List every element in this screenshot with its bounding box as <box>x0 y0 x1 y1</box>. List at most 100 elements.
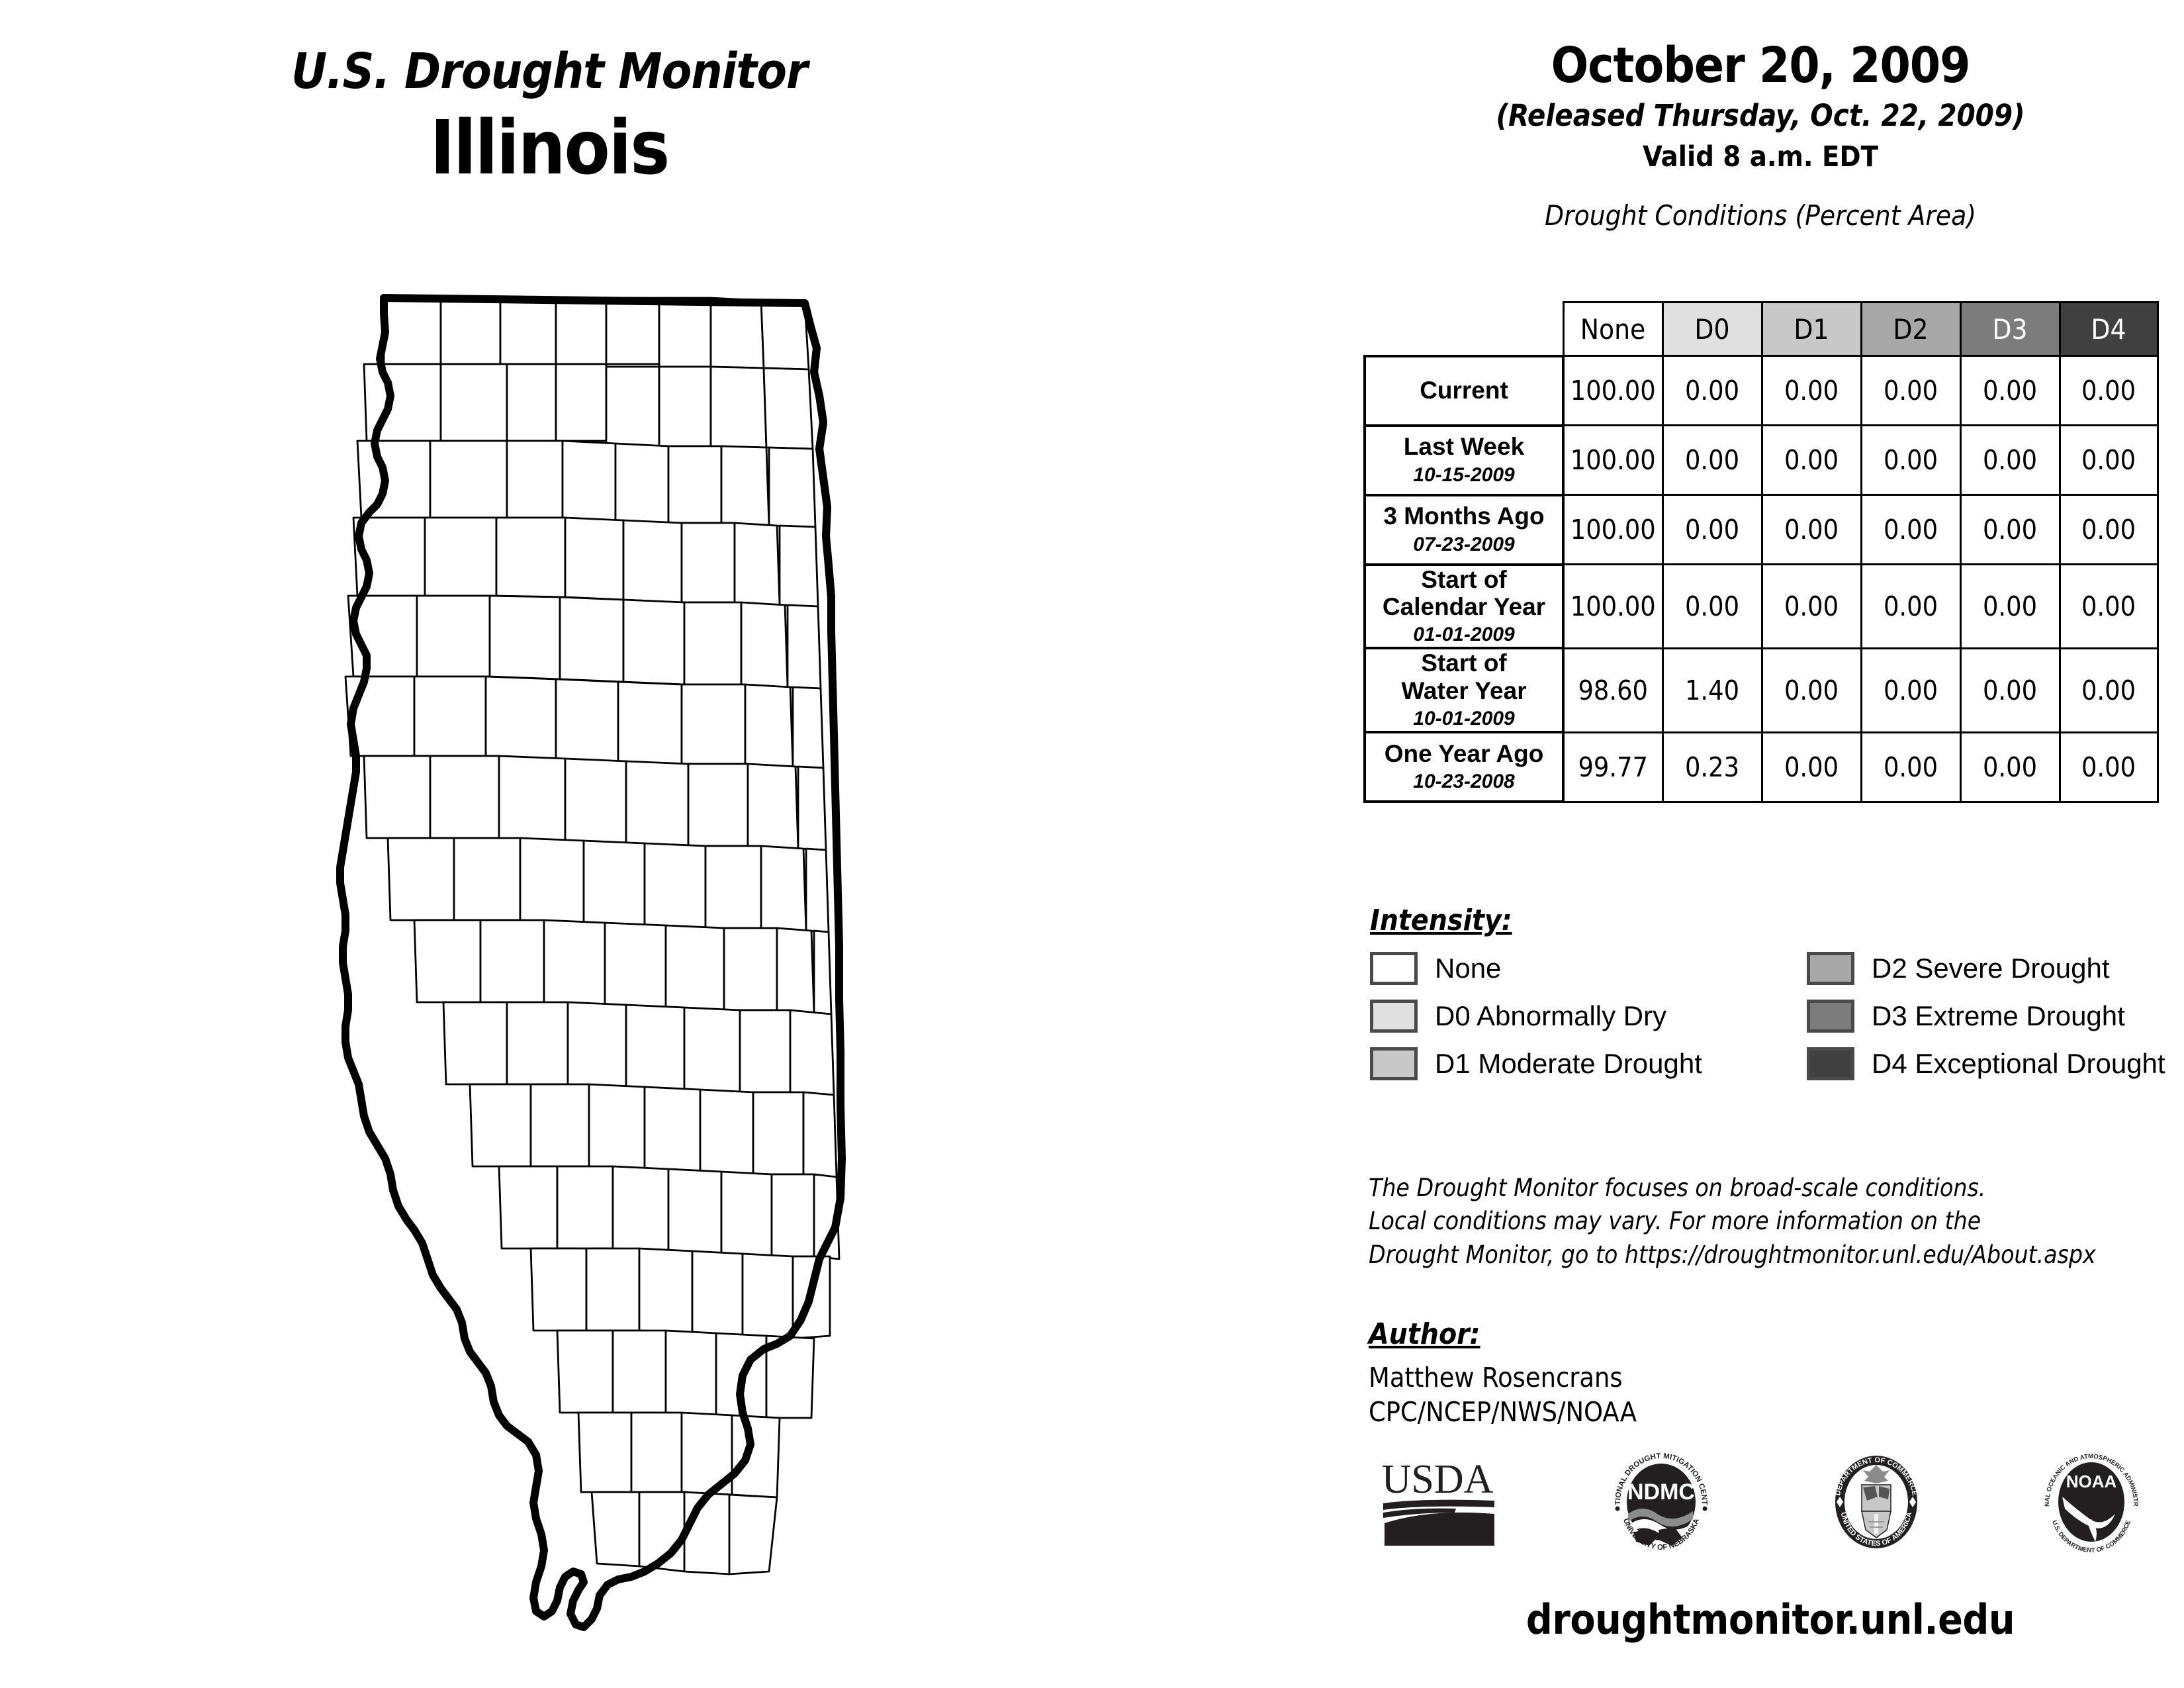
legend-item-d4: D4 Exceptional Drought <box>1807 1047 2165 1080</box>
legend-swatch-d1 <box>1370 1047 1418 1080</box>
cell-d3: 0.00 <box>1959 647 2061 733</box>
legend-item-d0: D0 Abnormally Dry <box>1370 1000 1807 1033</box>
column-header-none: None <box>1562 301 1664 357</box>
cell-d1: 0.00 <box>1760 563 1862 649</box>
cell-none: 100.00 <box>1562 563 1664 649</box>
table-header-row: None D0 D1 D2 D3 D4 <box>1365 301 2159 357</box>
legend-swatch-d2 <box>1807 952 1854 985</box>
row-label-start-of-water-year: Start of Water Year 10-01-2009 <box>1363 647 1565 734</box>
legend-item-none: None <box>1370 952 1807 985</box>
drought-conditions-table: None D0 D1 D2 D3 D4 Current 100.00 0.00 … <box>1363 301 2159 804</box>
cell-d2: 0.00 <box>1860 563 1962 649</box>
cell-none: 100.00 <box>1562 355 1664 426</box>
usda-logo-text: USDA <box>1382 1457 1494 1502</box>
row-label-date: 07-23-2009 <box>1413 533 1515 555</box>
cell-d1: 0.00 <box>1760 647 1862 733</box>
author-name: Matthew Rosencrans <box>1369 1362 1623 1393</box>
usda-logo-svg: USDA <box>1382 1457 1494 1546</box>
cell-d0: 0.00 <box>1661 494 1763 565</box>
title-block: U.S. Drought Monitor Illinois <box>0 46 1099 187</box>
noaa-logo: NOAA NATIONAL OCEANIC AND ATMOSPHERIC AD… <box>2036 1440 2144 1561</box>
legend-swatch-none <box>1370 952 1418 985</box>
legend-label-d2: D2 Severe Drought <box>1872 953 2110 984</box>
column-header-d2: D2 <box>1860 301 1962 357</box>
author-title: Author: <box>1369 1317 1480 1351</box>
intensity-legend: Intensity: None D2 Severe Drought D0 Abn… <box>1370 904 2165 1080</box>
county-boundaries <box>344 297 841 1575</box>
cell-d4: 0.00 <box>2058 355 2159 426</box>
map-svg <box>336 294 846 1631</box>
row-label-date: 10-15-2009 <box>1413 463 1515 486</box>
row-label-one-year-ago: One Year Ago 10-23-2008 <box>1363 731 1565 804</box>
legend-item-d1: D1 Moderate Drought <box>1370 1047 1807 1080</box>
cell-none: 98.60 <box>1562 647 1664 733</box>
legend-swatch-d0 <box>1370 1000 1418 1033</box>
row-label-text: Start of Water Year <box>1401 649 1527 704</box>
row-label-date: 10-23-2008 <box>1413 771 1515 793</box>
cell-d3: 0.00 <box>1959 563 2061 649</box>
table-row: Start of Water Year 10-01-2009 98.60 1.4… <box>1363 647 2159 734</box>
row-label-text: Start of Calendar Year <box>1382 565 1546 620</box>
legend-swatch-d4 <box>1807 1047 1854 1080</box>
cell-none: 100.00 <box>1562 424 1664 496</box>
cell-d2: 0.00 <box>1860 355 1962 426</box>
cell-d3: 0.00 <box>1959 494 2061 565</box>
noaa-logo-text: NOAA <box>2066 1472 2117 1491</box>
column-header-d4: D4 <box>2058 301 2159 357</box>
table-row: 3 Months Ago 07-23-2009 100.00 0.00 0.00… <box>1363 493 2159 566</box>
disclaimer-line-2: Local conditions may vary. For more info… <box>1369 1207 1981 1236</box>
cell-d2: 0.00 <box>1860 424 1962 496</box>
ndmc-logo: NDMC NATIONAL DROUGHT MITIGATION CENTER … <box>1606 1439 1714 1561</box>
cell-d4: 0.00 <box>2058 494 2159 565</box>
cell-d0: 0.00 <box>1661 563 1763 649</box>
cell-d4: 0.00 <box>2058 563 2159 649</box>
illinois-state-outline <box>336 294 846 1631</box>
legend-label-d3: D3 Extreme Drought <box>1872 1000 2125 1031</box>
column-header-d3: D3 <box>1959 301 2061 357</box>
cell-d2: 0.00 <box>1860 731 1962 803</box>
row-label-3-months-ago: 3 Months Ago 07-23-2009 <box>1363 493 1565 566</box>
row-label-date: 10-01-2009 <box>1413 708 1515 730</box>
row-label-last-week: Last Week 10-15-2009 <box>1363 424 1565 496</box>
cell-d0: 0.00 <box>1661 424 1763 496</box>
legend-label-d0: D0 Abnormally Dry <box>1435 1000 1667 1031</box>
cell-none: 99.77 <box>1562 731 1664 803</box>
header-corner-blank <box>1365 302 1563 356</box>
ndmc-logo-svg: NDMC NATIONAL DROUGHT MITIGATION CENTER … <box>1606 1439 1708 1552</box>
cell-d0: 1.40 <box>1661 647 1763 733</box>
table-caption: Drought Conditions (Percent Area) <box>1544 199 1977 232</box>
legend-label-none: None <box>1435 953 1502 984</box>
disclaimer-line-1: The Drought Monitor focuses on broad-sca… <box>1369 1174 1986 1202</box>
row-label-text: Current <box>1420 377 1508 404</box>
footer-url[interactable]: droughtmonitor.unl.edu <box>1525 1595 2015 1644</box>
legend-title: Intensity: <box>1370 904 1512 937</box>
row-label-text: One Year Ago <box>1384 740 1544 768</box>
doc-logo: DEPARTMENT OF COMMERCE UNITED STATES OF … <box>1823 1445 1929 1561</box>
state-title: Illinois <box>430 105 670 191</box>
report-date: October 20, 2009 <box>1551 37 1971 94</box>
table-row: Current 100.00 0.00 0.00 0.00 0.00 0.00 <box>1363 354 2159 427</box>
legend-item-d3: D3 Extreme Drought <box>1807 1000 2164 1033</box>
row-label-date: 01-01-2009 <box>1413 624 1515 646</box>
right-panel: October 20, 2009 (Released Thursday, Oct… <box>1363 40 2165 1644</box>
table-row: Start of Calendar Year 01-01-2009 100.00… <box>1363 563 2159 650</box>
cell-d1: 0.00 <box>1760 355 1862 426</box>
noaa-logo-svg: NOAA NATIONAL OCEANIC AND ATMOSPHERIC AD… <box>2036 1440 2139 1554</box>
usda-logo: USDA <box>1377 1452 1499 1554</box>
ndmc-logo-text: NDMC <box>1627 1479 1695 1505</box>
legend-item-d2: D2 Severe Drought <box>1807 952 2164 985</box>
date-block: October 20, 2009 (Released Thursday, Oct… <box>1363 40 2158 173</box>
cell-d4: 0.00 <box>2058 647 2159 733</box>
disclaimer-line-3: Drought Monitor, go to https://droughtmo… <box>1369 1240 2096 1269</box>
released-date: (Released Thursday, Oct. 22, 2009) <box>1496 98 2025 134</box>
legend-label-d4: D4 Exceptional Drought <box>1872 1048 2165 1079</box>
cell-d2: 0.00 <box>1860 494 1962 565</box>
table-row: One Year Ago 10-23-2008 99.77 0.23 0.00 … <box>1363 731 2159 804</box>
cell-d3: 0.00 <box>1959 731 2061 803</box>
cell-d3: 0.00 <box>1959 424 2061 496</box>
cell-d4: 0.00 <box>2058 731 2159 803</box>
row-label-text: 3 Months Ago <box>1383 502 1545 530</box>
column-header-d1: D1 <box>1760 301 1862 357</box>
valid-time: Valid 8 a.m. EDT <box>1643 140 1878 173</box>
disclaimer-text: The Drought Monitor focuses on broad-sca… <box>1369 1172 2183 1272</box>
